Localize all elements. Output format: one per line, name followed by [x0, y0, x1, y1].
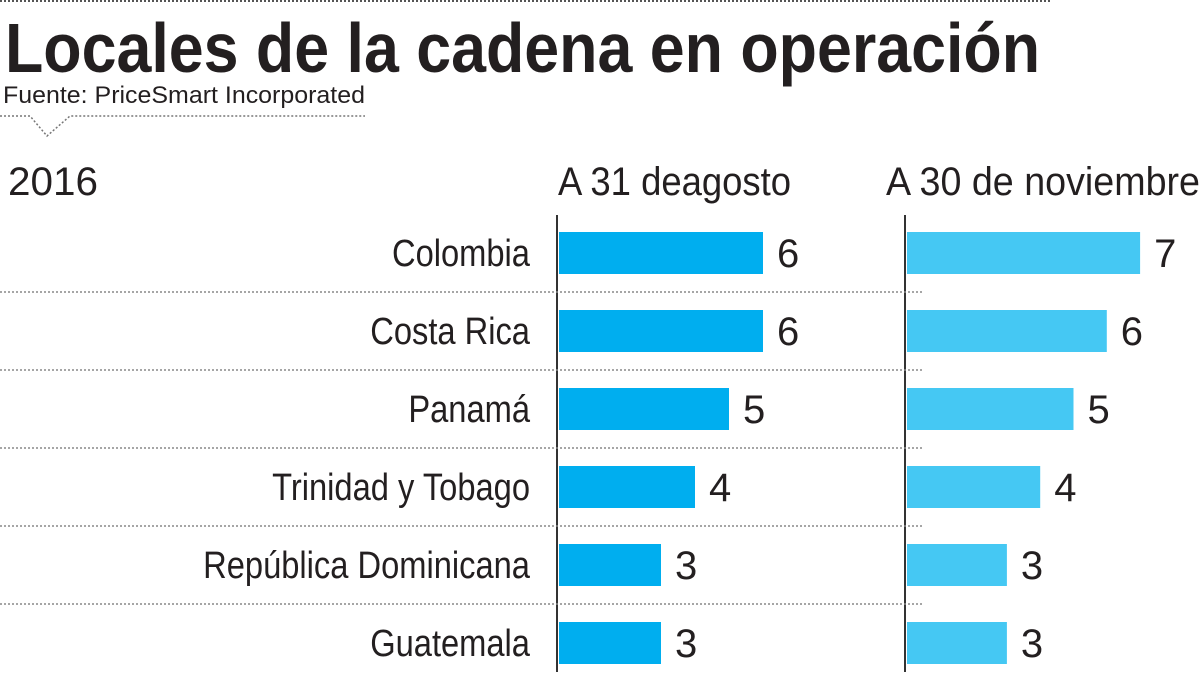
value-label-1: 3 [1021, 544, 1043, 588]
value-label-1: 3 [1021, 622, 1043, 666]
bar-1 [907, 388, 1074, 430]
category-label: Guatemala [370, 622, 530, 665]
value-label-0: 3 [675, 544, 697, 588]
series-header-0: A 31 deagosto [558, 160, 791, 204]
value-label-0: 3 [675, 622, 697, 666]
bar-0 [559, 466, 695, 508]
value-label-1: 6 [1121, 310, 1143, 354]
value-label-1: 5 [1088, 388, 1110, 432]
bar-1 [907, 622, 1007, 664]
bar-1 [907, 232, 1141, 274]
bar-1 [907, 466, 1041, 508]
year-label: 2016 [8, 160, 98, 204]
bar-1 [907, 544, 1007, 586]
bar-0 [559, 388, 729, 430]
value-label-0: 5 [743, 388, 765, 432]
category-label: Colombia [392, 232, 530, 275]
value-label-0: 4 [709, 466, 731, 510]
series-header-1: A 30 de noviembre [886, 160, 1200, 204]
subtitle-dotted-rule [0, 115, 365, 138]
category-label: Panamá [408, 388, 530, 431]
category-label: República Dominicana [203, 544, 530, 587]
bar-0 [559, 544, 661, 586]
category-label: Trinidad y Tobago [272, 466, 530, 509]
chart-subtitle: Fuente: PriceSmart Incorporated [3, 82, 365, 109]
value-label-1: 7 [1154, 232, 1176, 276]
value-label-1: 4 [1054, 466, 1076, 510]
category-label: Costa Rica [370, 310, 530, 353]
bar-0 [559, 622, 661, 664]
value-label-0: 6 [777, 310, 799, 354]
bar-0 [559, 232, 763, 274]
value-label-0: 6 [777, 232, 799, 276]
bar-0 [559, 310, 763, 352]
chart-title: Locales de la cadena en operación [5, 9, 1040, 87]
bar-1 [907, 310, 1107, 352]
